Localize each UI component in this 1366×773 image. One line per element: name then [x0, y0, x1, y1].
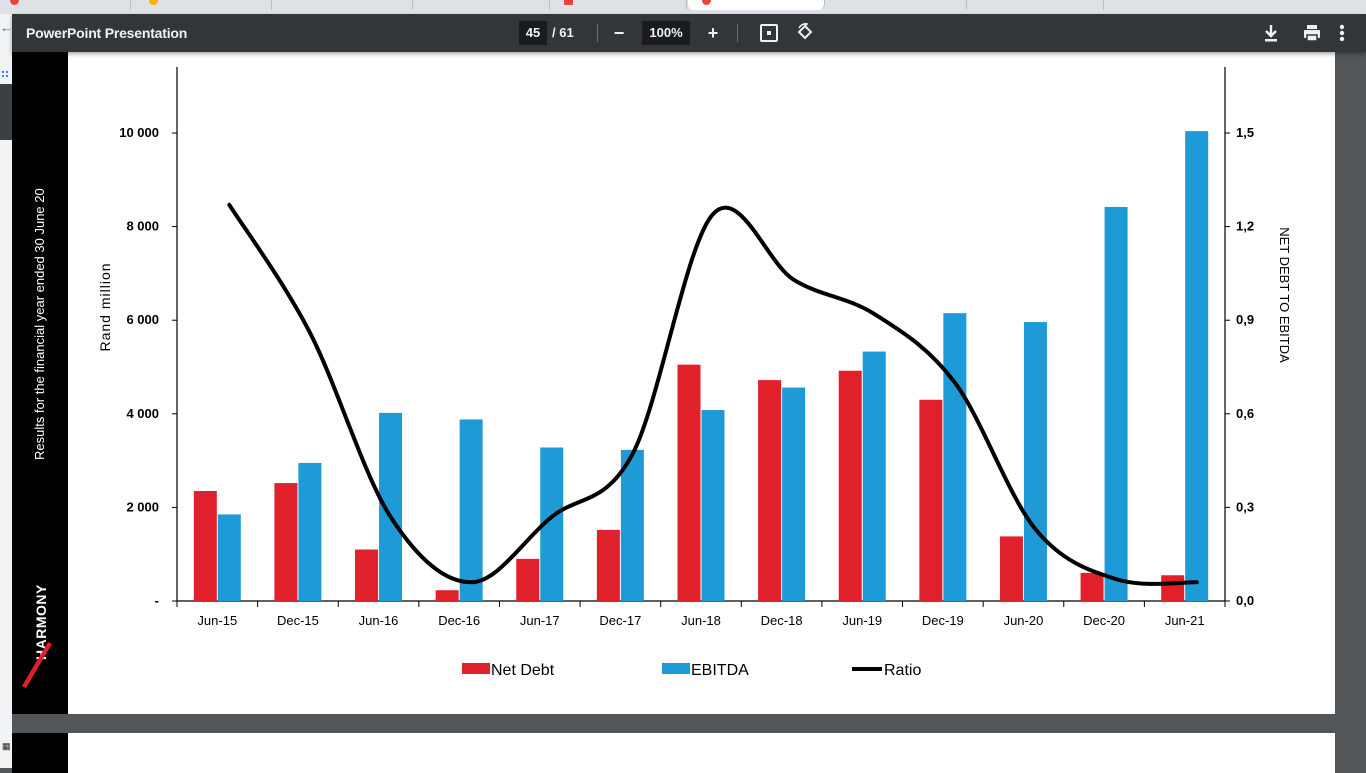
net-debt-ebitda-chart: - 2 000 4 000 6 000 8 000 10 000 0,0 0,3 0,6 0,9 1… — [12, 52, 1335, 714]
net-debt-bar — [758, 380, 781, 601]
browser-chrome-left: ← ▦ — [0, 14, 12, 768]
ebitda-bar — [460, 419, 483, 601]
browser-tab[interactable] — [1104, 0, 1366, 10]
browser-tab[interactable] — [131, 0, 272, 10]
page-count: / 61 — [552, 25, 574, 40]
browser-tab-active[interactable] — [688, 0, 825, 10]
x-tick-label: Dec-17 — [599, 613, 641, 628]
pdf-page: Results for the financial year ended 30 … — [12, 52, 1335, 714]
x-tick-label: Dec-20 — [1083, 613, 1125, 628]
y2-tick-label: 1,2 — [1236, 219, 1254, 234]
net-debt-bar — [1081, 573, 1104, 601]
x-tick-label: Jun-19 — [842, 613, 882, 628]
ebitda-bar — [621, 450, 644, 601]
ebitda-bar — [863, 352, 886, 601]
legend-swatch — [662, 663, 690, 674]
y-tick-label: 2 000 — [126, 499, 159, 514]
y-tick-label: 10 000 — [119, 125, 159, 140]
ebitda-bar — [1024, 322, 1047, 601]
pdf-next-page — [12, 733, 1335, 773]
ebitda-bar — [1105, 207, 1128, 601]
ebitda-bar — [702, 410, 725, 601]
x-tick-label: Dec-16 — [438, 613, 480, 628]
more-options-icon[interactable] — [1339, 22, 1345, 44]
net-debt-bar — [516, 559, 539, 601]
windows-start-icon[interactable]: ▦ — [2, 742, 10, 750]
toolbar-divider — [597, 24, 598, 42]
toolbar-divider — [737, 24, 738, 42]
x-tick-label: Jun-16 — [359, 613, 399, 628]
page-number-input[interactable]: 45 — [519, 21, 547, 45]
y-tick-label: 6 000 — [126, 312, 159, 327]
y-axis-label: Rand million — [97, 262, 113, 351]
x-tick-label: Dec-19 — [922, 613, 964, 628]
zoom-in-button[interactable]: + — [704, 21, 722, 45]
fit-to-page-icon[interactable] — [760, 24, 778, 42]
tab-favicon-icon — [149, 0, 158, 5]
net-debt-bar — [274, 483, 297, 601]
pdf-toolbar: PowerPoint Presentation 45 / 61 − 100% + — [12, 14, 1366, 52]
browser-tab[interactable] — [830, 0, 967, 10]
browser-sidebar-strip — [0, 84, 12, 140]
x-tick-label: Jun-20 — [1004, 613, 1044, 628]
browser-tab[interactable] — [550, 0, 687, 10]
legend-label: Net Debt — [491, 662, 555, 679]
apps-grid-icon[interactable] — [1, 70, 9, 78]
browser-tab[interactable] — [0, 0, 131, 10]
y2-tick-label: 0,0 — [1236, 593, 1254, 608]
net-debt-bar — [1000, 536, 1023, 601]
legend-label: EBITDA — [691, 662, 749, 679]
x-tick-label: Jun-18 — [681, 613, 721, 628]
ebitda-bar — [218, 514, 241, 601]
net-debt-bar — [194, 491, 217, 601]
y-tick-label: - — [155, 593, 159, 608]
net-debt-bar — [597, 530, 620, 601]
x-tick-label: Jun-21 — [1165, 613, 1205, 628]
legend-swatch — [462, 663, 490, 674]
browser-tab[interactable] — [272, 0, 413, 10]
legend-label: Ratio — [884, 662, 921, 679]
y2-tick-label: 1,5 — [1236, 125, 1254, 140]
zoom-out-button[interactable]: − — [610, 21, 628, 45]
y2-tick-label: 0,3 — [1236, 499, 1254, 514]
tab-favicon-icon — [564, 0, 573, 5]
net-debt-bar — [436, 590, 459, 601]
browser-tab[interactable] — [413, 0, 550, 10]
ebitda-bar — [943, 313, 966, 601]
ebitda-bar — [298, 463, 321, 601]
net-debt-bar — [839, 371, 862, 601]
tab-favicon-icon — [10, 0, 19, 5]
net-debt-bar — [1161, 575, 1184, 601]
x-tick-label: Jun-17 — [520, 613, 560, 628]
ebitda-bar — [1185, 131, 1208, 601]
rotate-icon[interactable] — [796, 23, 814, 41]
y-tick-label: 4 000 — [126, 406, 159, 421]
download-icon[interactable] — [1262, 23, 1280, 43]
net-debt-bar — [678, 365, 701, 601]
document-title: PowerPoint Presentation — [26, 25, 187, 41]
ebitda-bar — [782, 388, 805, 601]
pdf-favicon-icon — [702, 0, 711, 5]
slide-side-band — [12, 733, 68, 773]
print-icon[interactable] — [1302, 23, 1322, 43]
x-tick-label: Jun-15 — [197, 613, 237, 628]
y2-tick-label: 0,9 — [1236, 312, 1254, 327]
x-tick-label: Dec-18 — [761, 613, 803, 628]
x-tick-label: Dec-15 — [277, 613, 319, 628]
browser-tab-strip — [0, 0, 1366, 14]
browser-tab[interactable] — [967, 0, 1104, 10]
y-tick-label: 8 000 — [126, 219, 159, 234]
net-debt-bar — [919, 400, 942, 601]
zoom-input[interactable]: 100% — [642, 21, 690, 45]
y2-axis-label: NET DEBT TO EBITDA — [1277, 227, 1292, 363]
net-debt-bar — [355, 550, 378, 601]
y2-tick-label: 0,6 — [1236, 406, 1254, 421]
